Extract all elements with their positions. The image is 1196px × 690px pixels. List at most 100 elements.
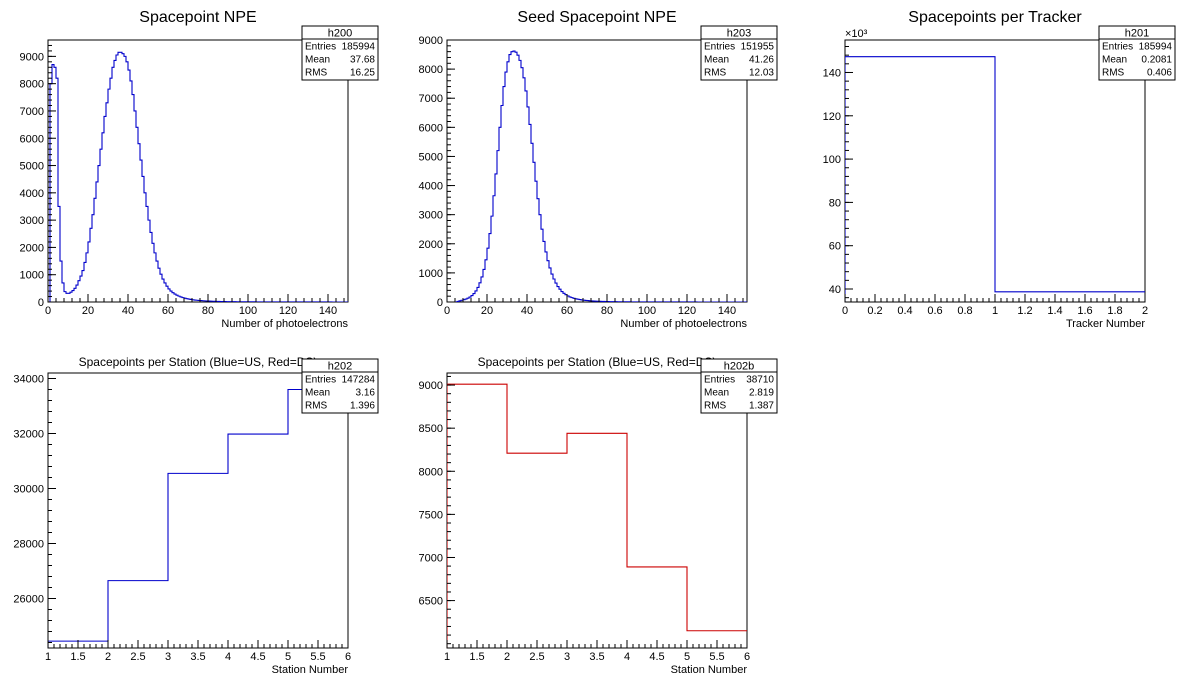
chart-title: Spacepoints per Tracker [908, 9, 1082, 26]
stats-box-name: h201 [1125, 28, 1149, 40]
x-tick-label: 0.8 [957, 305, 972, 317]
y-tick-label: 26000 [13, 594, 44, 606]
y-tick-label: 1000 [20, 270, 44, 282]
y-tick-label: 9000 [419, 380, 443, 392]
x-tick-label: 3 [165, 651, 171, 663]
y-tick-label: 9000 [419, 35, 443, 47]
y-tick-label: 40 [829, 284, 841, 296]
x-tick-label: 3.5 [190, 651, 205, 663]
y-tick-label: 7500 [419, 509, 443, 521]
histogram-series-us [48, 388, 348, 648]
y-tick-label: 8000 [419, 64, 443, 76]
x-tick-label: 1 [45, 651, 51, 663]
x-tick-label: 2.5 [130, 651, 145, 663]
stats-box-name: h200 [328, 28, 352, 40]
x-tick-label: 20 [82, 305, 94, 317]
x-tick-label: 0.6 [927, 305, 942, 317]
stats-row-label: Entries [704, 375, 735, 386]
stats-row-label: Entries [305, 42, 336, 53]
y-tick-label: 2000 [419, 239, 443, 251]
chart-panel-5: Spacepoints per Station (Blue=US, Red=DS… [419, 355, 778, 676]
x-tick-label: 4 [624, 651, 630, 663]
x-tick-label: 5 [285, 651, 291, 663]
y-tick-label: 5000 [20, 161, 44, 173]
y-tick-label: 80 [829, 197, 841, 209]
x-tick-label: 1.5 [469, 651, 484, 663]
y-tick-label: 28000 [13, 539, 44, 551]
stats-box: h200 Entries 185994 Mean 37.68 RMS 16.25 [301, 25, 379, 81]
stats-box: h201 Entries 185994 Mean 0.2081 RMS 0.406 [1098, 25, 1176, 81]
histogram-series-1 [845, 56, 1145, 302]
stats-row-label: Mean [704, 55, 729, 66]
y-tick-label: 4000 [419, 181, 443, 193]
x-axis-label: Number of photoelectrons [221, 318, 348, 330]
x-tick-label: 6 [744, 651, 750, 663]
plot-frame [446, 372, 748, 649]
y-tick-label: 6500 [419, 596, 443, 608]
x-tick-label: 5.5 [709, 651, 724, 663]
x-tick-label: 6 [345, 651, 351, 663]
y-tick-label: 3000 [20, 215, 44, 227]
x-tick-label: 100 [638, 305, 656, 317]
y-tick-label: 30000 [13, 484, 44, 496]
stats-row-value: 185994 [1139, 42, 1173, 53]
histogram-series-1 [48, 51, 348, 302]
stats-row-label: Mean [305, 388, 330, 399]
x-tick-label: 4 [225, 651, 231, 663]
chart-title: Spacepoints per Station (Blue=US, Red=DS… [79, 355, 318, 369]
y-tick-label: 34000 [13, 374, 44, 386]
x-tick-label: 3 [564, 651, 570, 663]
stats-box-name: h202 [328, 361, 352, 373]
stats-box-name: h203 [727, 28, 751, 40]
x-tick-label: 100 [239, 305, 257, 317]
stats-row-label: Mean [704, 388, 729, 399]
stats-box-frame [1098, 25, 1176, 81]
y-tick-label: 3000 [419, 210, 443, 222]
x-axis-label: Tracker Number [1066, 318, 1145, 330]
stats-box-frame [700, 358, 778, 414]
x-tick-label: 60 [561, 305, 573, 317]
x-tick-label: 1.8 [1107, 305, 1122, 317]
stats-row-value: 1.396 [350, 401, 375, 412]
y-tick-label: 2000 [20, 242, 44, 254]
y-tick-label: 5000 [419, 151, 443, 163]
x-tick-label: 5.5 [310, 651, 325, 663]
x-tick-label: 0 [45, 305, 51, 317]
x-tick-label: 4.5 [250, 651, 265, 663]
y-tick-label: 8500 [419, 423, 443, 435]
x-tick-label: 2 [105, 651, 111, 663]
stats-box-frame [301, 25, 379, 81]
y-tick-label: 7000 [20, 106, 44, 118]
x-tick-label: 120 [678, 305, 696, 317]
x-tick-label: 2 [1142, 305, 1148, 317]
x-tick-label: 5 [684, 651, 690, 663]
stats-row-value: 16.25 [350, 68, 375, 79]
stats-row-value: 2.819 [749, 388, 774, 399]
stats-row-label: RMS [305, 68, 328, 79]
x-axis-label: Station Number [671, 664, 748, 676]
y-tick-label: 120 [823, 111, 841, 123]
x-tick-label: 0 [842, 305, 848, 317]
stats-row-label: Entries [704, 42, 735, 53]
y-tick-label: 8000 [20, 79, 44, 91]
stats-row-value: 151955 [741, 42, 775, 53]
x-tick-label: 120 [279, 305, 297, 317]
stats-box: h203 Entries 151955 Mean 41.26 RMS 12.03 [700, 25, 778, 81]
histogram-series-1 [447, 50, 747, 302]
x-tick-label: 0.2 [867, 305, 882, 317]
x-tick-label: 140 [319, 305, 337, 317]
stats-row-value: 1.387 [749, 401, 774, 412]
y-multiplier: ×10³ [845, 28, 868, 40]
y-tick-label: 8000 [419, 466, 443, 478]
x-tick-label: 1 [444, 651, 450, 663]
stats-box: h202b Entries 38710 Mean 2.819 RMS 1.387 [700, 358, 778, 414]
stats-row-label: RMS [704, 68, 727, 79]
stats-box: h202 Entries 147284 Mean 3.16 RMS 1.396 [301, 358, 379, 414]
chart-title: Spacepoints per Station (Blue=US, Red=DS… [478, 355, 717, 369]
x-tick-label: 1.5 [70, 651, 85, 663]
x-tick-label: 20 [481, 305, 493, 317]
y-tick-label: 140 [823, 67, 841, 79]
chart-panel-1: Spacepoint NPE 0 20 40 60 80 100 120 140 0 1000 200… [20, 9, 379, 330]
chart-title: Spacepoint NPE [139, 9, 256, 26]
